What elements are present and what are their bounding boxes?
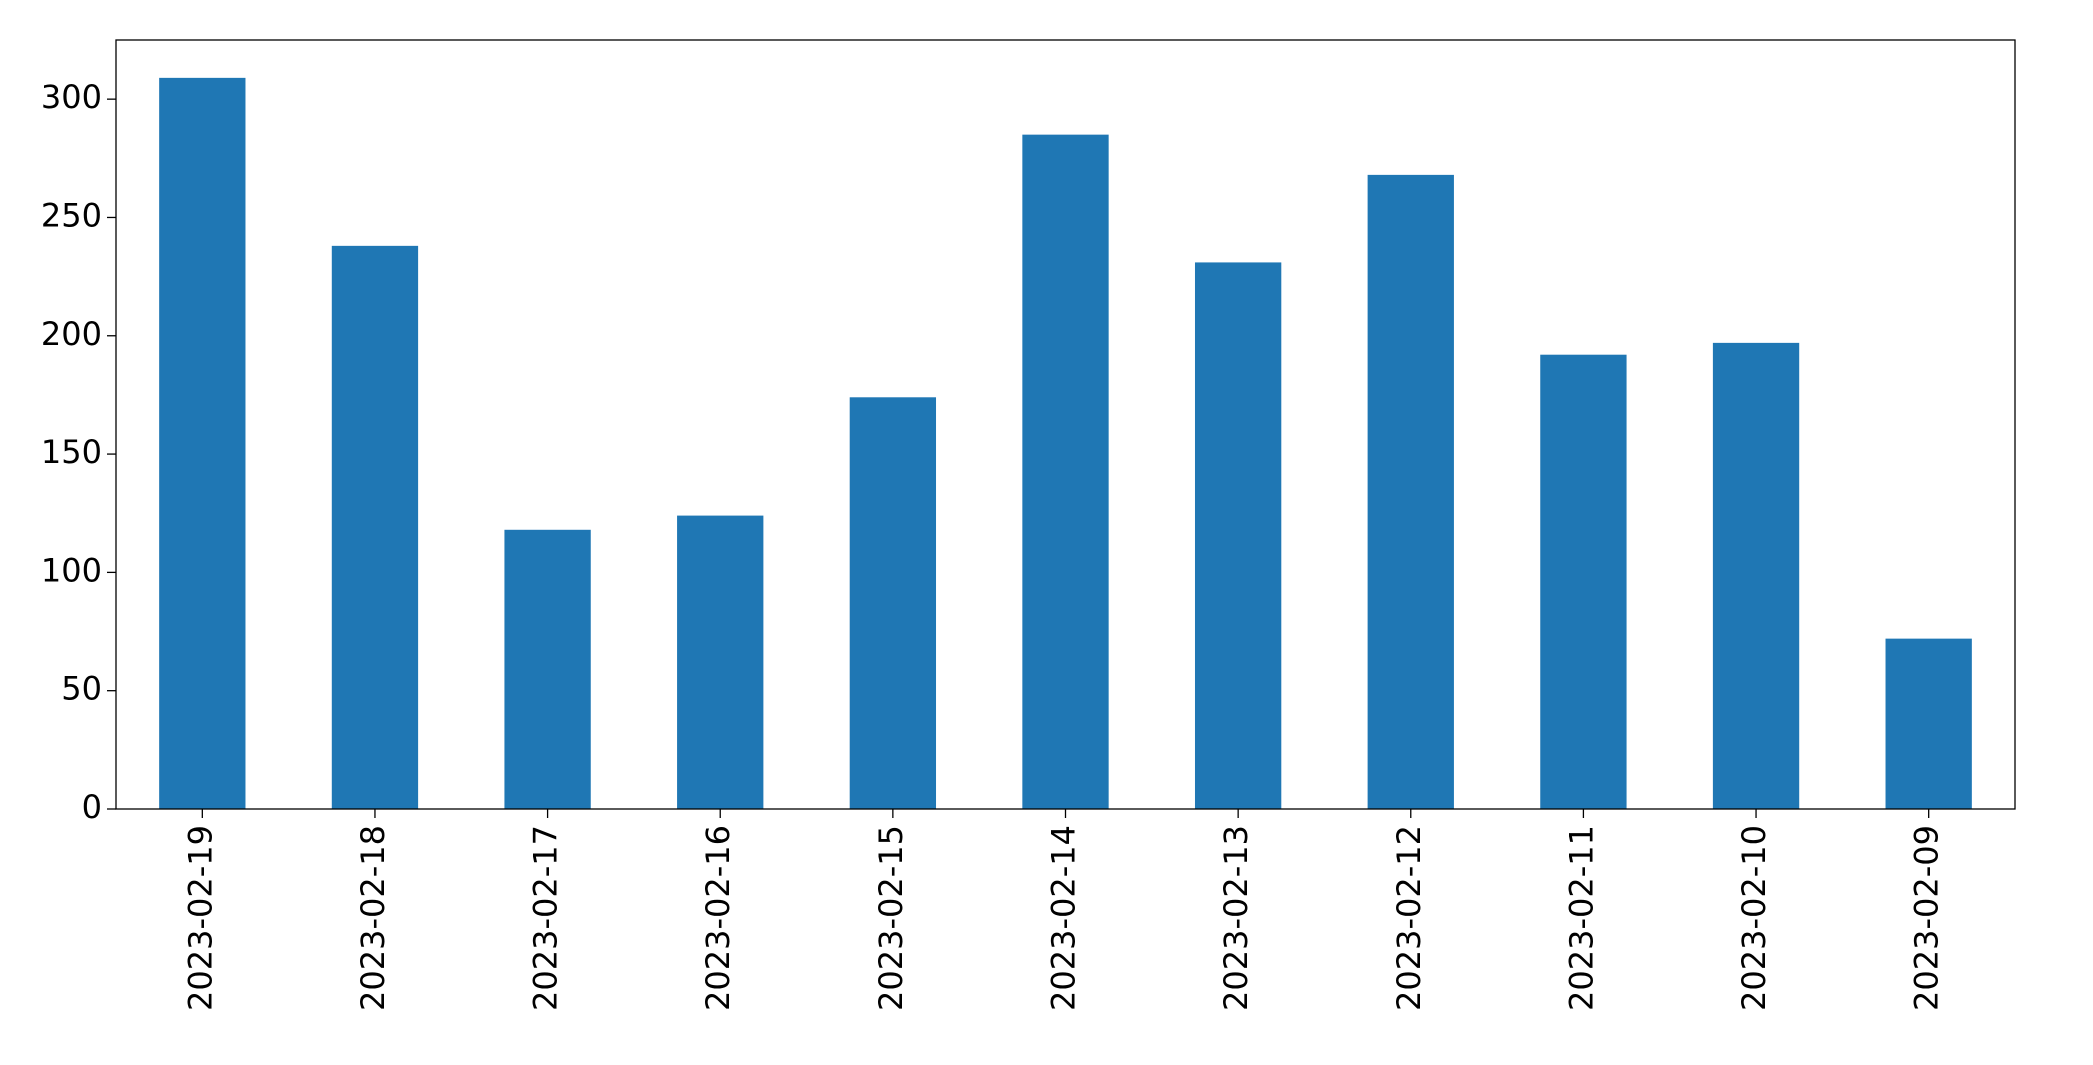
bar: [1540, 354, 1627, 809]
bar: [1194, 262, 1282, 809]
x-tick-label: 2023-02-16: [699, 825, 737, 1011]
y-tick-label: 0: [82, 788, 102, 826]
bar: [1022, 134, 1109, 810]
bar: [1885, 638, 1972, 809]
x-tick-label: 2023-02-15: [872, 825, 910, 1011]
x-tick-label: 2023-02-19: [181, 825, 219, 1011]
x-tick-label: 2023-02-10: [1735, 825, 1773, 1011]
bar: [331, 245, 419, 810]
y-tick-label: 250: [41, 196, 102, 234]
x-tick-label: 2023-02-17: [527, 825, 565, 1011]
x-tick-label: 2023-02-11: [1562, 825, 1600, 1011]
x-tick-label: 2023-02-13: [1217, 825, 1255, 1011]
x-tick-label: 2023-02-18: [354, 825, 392, 1011]
bar: [677, 515, 764, 809]
bar: [1712, 342, 1800, 809]
y-tick-label: 50: [61, 670, 102, 708]
y-tick-label: 150: [41, 433, 102, 471]
bar: [849, 397, 937, 809]
x-tick-label: 2023-02-12: [1390, 825, 1428, 1011]
bar: [1367, 174, 1454, 809]
bar: [504, 529, 591, 809]
bar: [159, 77, 246, 809]
plot-frame: [115, 39, 2016, 810]
y-tick-label: 200: [41, 315, 102, 353]
y-tick-label: 300: [41, 78, 102, 116]
x-tick-label: 2023-02-09: [1908, 825, 1946, 1011]
x-tick-label: 2023-02-14: [1045, 825, 1083, 1011]
y-tick-label: 100: [41, 551, 102, 589]
